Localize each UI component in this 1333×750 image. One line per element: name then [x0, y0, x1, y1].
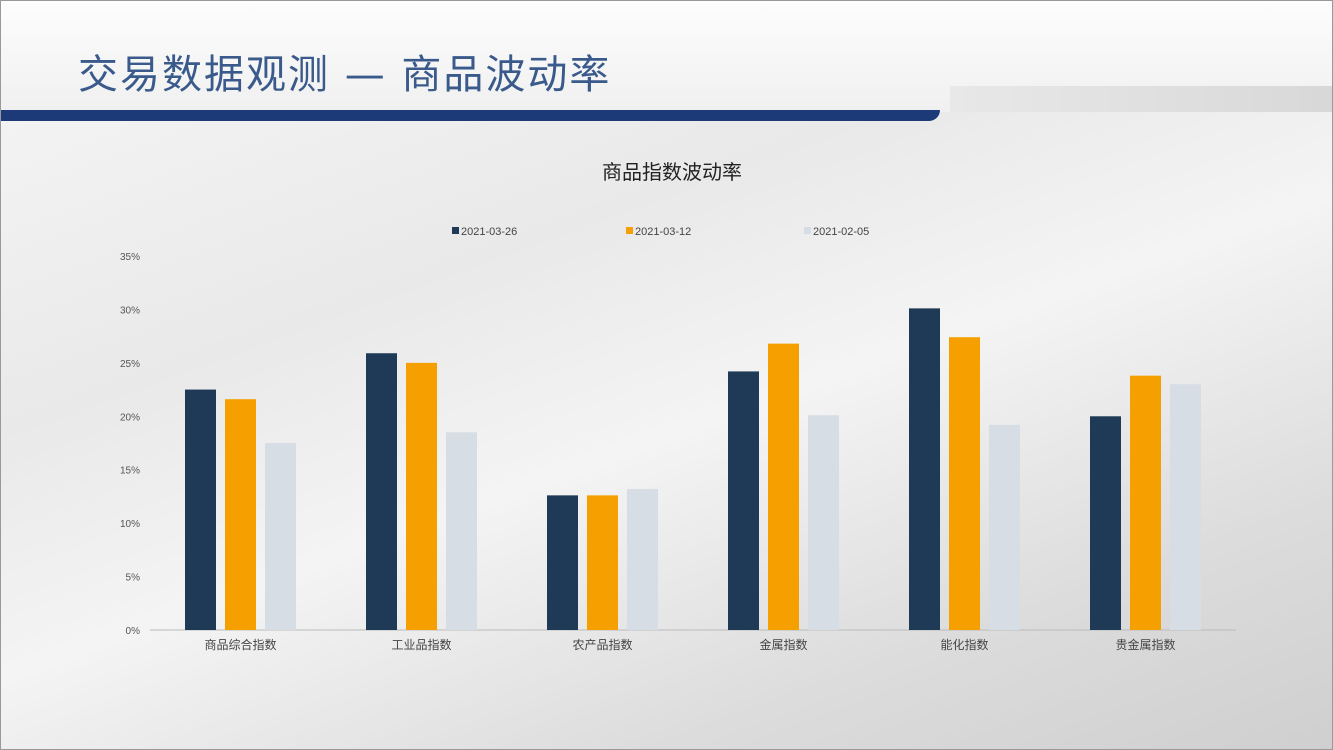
- bar-2021-03-12-工业品指数: [406, 362, 437, 630]
- bar-2021-03-12-农产品指数: [587, 495, 618, 630]
- legend-swatch: [804, 227, 811, 234]
- bar-2021-02-05-金属指数: [808, 415, 839, 630]
- bar-2021-02-05-工业品指数: [446, 432, 477, 630]
- slide-title: 交易数据观测 — 商品波动率: [78, 52, 612, 98]
- x-tick-label: 能化指数: [940, 637, 988, 652]
- x-tick-label: 农产品指数: [572, 637, 632, 652]
- bar-2021-03-26-商品综合指数: [185, 389, 216, 630]
- y-tick-label: 10%: [120, 519, 140, 530]
- bar-2021-03-12-能化指数: [949, 337, 980, 630]
- y-tick-label: 20%: [120, 412, 140, 423]
- bar-2021-03-26-农产品指数: [547, 495, 578, 630]
- legend-label: 2021-03-12: [635, 226, 691, 238]
- legend-swatch: [452, 227, 459, 234]
- y-tick-label: 5%: [126, 573, 141, 584]
- x-tick-label: 工业品指数: [391, 637, 451, 652]
- bar-2021-03-26-金属指数: [728, 371, 759, 630]
- y-tick-label: 25%: [120, 359, 140, 370]
- bar-2021-02-05-贵金属指数: [1170, 384, 1201, 630]
- bar-2021-03-12-金属指数: [768, 343, 799, 630]
- bar-2021-03-26-能化指数: [909, 308, 940, 630]
- bar-2021-03-12-贵金属指数: [1130, 375, 1161, 630]
- chart-title: 商品指数波动率: [602, 160, 742, 184]
- bar-2021-03-26-贵金属指数: [1090, 416, 1121, 630]
- x-tick-label: 商品综合指数: [204, 637, 276, 652]
- bar-2021-03-26-工业品指数: [366, 353, 397, 630]
- y-tick-label: 15%: [120, 466, 140, 477]
- legend-label: 2021-02-05: [813, 226, 869, 238]
- legend-swatch: [626, 227, 633, 234]
- legend-label: 2021-03-26: [461, 226, 517, 238]
- y-tick-label: 0%: [126, 626, 141, 637]
- x-tick-label: 金属指数: [759, 637, 807, 652]
- title-rule: [0, 110, 940, 121]
- x-tick-label: 贵金属指数: [1115, 637, 1175, 652]
- bar-2021-02-05-商品综合指数: [265, 443, 296, 630]
- y-tick-label: 35%: [120, 252, 140, 263]
- header-accent: [950, 86, 1333, 112]
- y-tick-label: 30%: [120, 305, 140, 316]
- bar-2021-03-12-商品综合指数: [225, 399, 256, 630]
- bar-2021-02-05-能化指数: [989, 424, 1020, 630]
- bar-2021-02-05-农产品指数: [627, 488, 658, 630]
